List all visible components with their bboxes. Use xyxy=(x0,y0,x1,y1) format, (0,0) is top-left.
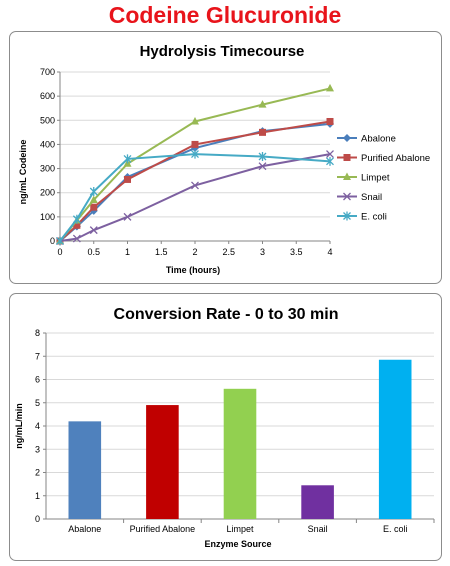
line-y-tick-label: 600 xyxy=(40,91,55,101)
line-y-tick-label: 500 xyxy=(40,115,55,125)
series-line-limpet xyxy=(59,87,331,242)
bar-chart-title: Conversion Rate - 0 to 30 min xyxy=(114,306,339,323)
data-point-snail xyxy=(72,234,81,243)
data-point-e-coli xyxy=(258,152,267,161)
data-point-purified-abalone xyxy=(73,221,81,229)
legend-label-e-coli: E. coli xyxy=(361,212,387,223)
data-point-purified-abalone xyxy=(124,175,131,183)
bar-series-group xyxy=(68,359,412,519)
series-line-purified-abalone xyxy=(59,120,331,242)
line-y-tick-label: 700 xyxy=(40,67,55,77)
bar-y-tick-label: 5 xyxy=(35,398,40,408)
data-point-limpet xyxy=(191,116,199,125)
legend-item-snail: Snail xyxy=(337,192,382,203)
line-y-tick-label: 100 xyxy=(40,212,55,222)
legend-label-purified-abalone: Purified Abalone xyxy=(361,153,430,164)
line-x-tick-label: 3.5 xyxy=(290,247,303,257)
data-point-snail xyxy=(89,226,98,235)
data-point-purified-abalone xyxy=(191,140,199,148)
legend-marker-limpet xyxy=(343,172,351,180)
data-point-purified-abalone xyxy=(259,128,266,136)
line-x-tick-label: 2 xyxy=(192,247,197,257)
line-x-tick-label: 0.5 xyxy=(87,247,100,257)
line-series-group xyxy=(56,83,334,246)
bar-y-tick-label: 2 xyxy=(35,468,40,478)
legend-marker-purified-abalone xyxy=(343,154,351,161)
bar-y-tick-label: 1 xyxy=(35,491,40,501)
line-x-tick-label: 0 xyxy=(57,247,62,257)
data-point-e-coli xyxy=(191,149,199,159)
line-y-tick-label: 0 xyxy=(50,236,55,246)
line-chart-title: Hydrolysis Timecourse xyxy=(140,43,305,60)
line-y-axis-label: ng/mL Codeine xyxy=(18,140,28,205)
data-point-snail xyxy=(258,162,267,171)
bar-y-axis-label: ng/mL/min xyxy=(14,403,24,449)
series-snail xyxy=(56,150,334,245)
page-title: Codeine Glucuronide xyxy=(108,2,342,28)
legend-item-e-coli: E. coli xyxy=(337,211,387,223)
data-point-snail xyxy=(123,212,132,221)
legend-label-abalone: Abalone xyxy=(361,134,396,145)
data-point-e-coli xyxy=(72,214,81,224)
hydrolysis-line-chart: Hydrolysis Timecourse 0 100 200 300 400 500 60… xyxy=(18,43,430,275)
conversion-bar-chart: Conversion Rate - 0 to 30 min 0 1 2 3 4 5 6 7 8 A… xyxy=(14,306,435,549)
line-x-tick-label: 1.5 xyxy=(155,247,168,257)
legend-item-limpet: Limpet xyxy=(337,172,390,184)
data-point-limpet xyxy=(89,195,98,203)
legend-marker-snail xyxy=(343,192,351,201)
line-axes: 0 100 200 300 400 500 600 700 0 0.5 1 1.5 2 2.5 3 3.5 4 xyxy=(40,67,333,257)
legend-marker-e-coli xyxy=(343,211,351,221)
data-point-e-coli xyxy=(56,236,64,246)
data-point-limpet xyxy=(258,100,267,108)
bar-y-tick-label: 6 xyxy=(35,375,40,385)
data-point-e-coli xyxy=(326,156,334,166)
bar-category-label-e-coli: E. coli xyxy=(383,524,408,534)
conversion-chart-panel: Conversion Rate - 0 to 30 min 0 1 2 3 4 5 6 7 8 A… xyxy=(9,293,442,561)
line-x-tick-label: 3 xyxy=(260,247,265,257)
bar-y-tick-label: 7 xyxy=(35,351,40,361)
data-point-snail xyxy=(326,150,334,159)
bar-category-label-purified-abalone: Purified Abalone xyxy=(130,524,196,534)
bar-y-tick-label: 8 xyxy=(35,328,40,338)
bar-y-tick-label: 4 xyxy=(35,421,40,431)
line-y-tick-label: 400 xyxy=(40,139,55,149)
series-purified-abalone xyxy=(56,117,334,245)
data-point-purified-abalone xyxy=(90,203,98,211)
bar-x-axis-label: Enzyme Source xyxy=(204,539,271,549)
line-y-tick-label: 200 xyxy=(40,188,55,198)
bar-purified-abalone xyxy=(146,405,179,519)
data-point-snail xyxy=(191,181,199,190)
bar-abalone xyxy=(68,421,102,519)
data-point-purified-abalone xyxy=(326,117,334,125)
bar-limpet xyxy=(223,388,257,519)
series-e-coli xyxy=(56,149,334,246)
line-y-tick-label: 300 xyxy=(40,164,55,174)
data-point-e-coli xyxy=(89,187,98,197)
legend-item-abalone: Abalone xyxy=(337,134,396,145)
line-x-tick-label: 2.5 xyxy=(222,247,235,257)
bar-y-tick-label: 3 xyxy=(35,444,40,454)
bar-category-label-snail: Snail xyxy=(308,524,328,534)
bar-e-coli xyxy=(378,359,412,519)
line-x-axis-label: Time (hours) xyxy=(166,265,220,275)
legend-item-purified-abalone: Purified Abalone xyxy=(337,153,430,164)
line-x-tick-label: 4 xyxy=(327,247,332,257)
series-abalone xyxy=(56,119,334,245)
bar-category-label-abalone: Abalone xyxy=(68,524,101,534)
legend-label-snail: Snail xyxy=(361,192,382,203)
data-point-e-coli xyxy=(123,154,132,164)
bar-category-label-limpet: Limpet xyxy=(226,524,254,534)
legend-label-limpet: Limpet xyxy=(361,173,390,184)
legend-marker-abalone xyxy=(343,134,351,142)
line-legend: Abalone Purified Abalone Limpet Snail E. col… xyxy=(337,134,430,223)
line-x-tick-label: 1 xyxy=(125,247,130,257)
series-limpet xyxy=(56,83,334,244)
hydrolysis-chart-panel: Hydrolysis Timecourse 0 100 200 300 400 500 60… xyxy=(9,31,442,284)
data-point-limpet xyxy=(326,83,334,92)
bar-snail xyxy=(301,485,334,519)
bar-y-tick-label: 0 xyxy=(35,514,40,524)
series-line-snail xyxy=(59,153,331,242)
